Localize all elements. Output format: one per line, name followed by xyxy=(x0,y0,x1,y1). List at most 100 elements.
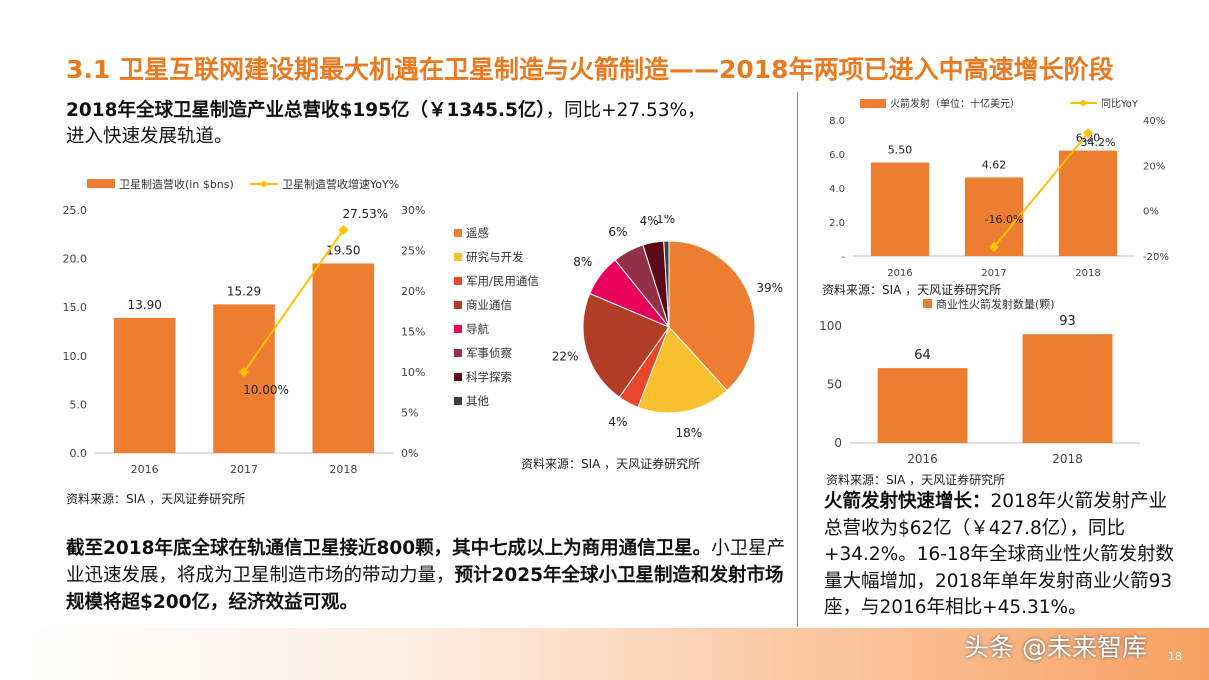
y-tick-label: 4.0 xyxy=(829,184,845,195)
bar xyxy=(113,317,176,453)
y2-tick-label: 5% xyxy=(401,407,418,420)
y-tick-label: 5.0 xyxy=(70,398,88,411)
pie-value-label: 4% xyxy=(640,215,659,228)
source-note-4: 资料来源：SIA ，天风证券研究所 xyxy=(826,473,1006,487)
rocket-launch-count-chart: 商业性火箭发射数量(颗) 0 50 100 64 2016 93 2018 xyxy=(819,297,1140,466)
legend-line-marker xyxy=(1080,100,1086,106)
y-tick-label: 20.0 xyxy=(63,253,88,266)
growth-value-label: 10.00% xyxy=(243,383,289,397)
legend-swatch-bar xyxy=(860,99,886,108)
y2-tick-label: -20% xyxy=(1143,252,1169,263)
rocket-revenue-chart: 火箭发射（单位：十亿美元） 同比YoY - 2.0 4.0 6.0 8.0 -20% 0% 2… xyxy=(829,97,1169,279)
growth-marker xyxy=(989,241,999,252)
y-tick-label: 15.0 xyxy=(63,301,88,314)
rocket-normal: 2018年火箭发射产业总营收为$62亿（￥427.8亿），同比+34.2%。16… xyxy=(824,491,1175,618)
bar-value-label: 5.50 xyxy=(888,144,913,157)
footer-band xyxy=(0,628,1209,680)
y-tick-label: - xyxy=(841,252,845,263)
legend-swatch-bar xyxy=(87,179,115,188)
source-note-3: 资料来源：SIA ，天风证券研究所 xyxy=(822,283,1002,297)
pie-slice xyxy=(663,240,670,328)
bar xyxy=(877,368,968,443)
y2-tick-label: 0% xyxy=(401,447,418,460)
y2-tick-label: 25% xyxy=(401,245,425,258)
legend-label-bar: 商业性火箭发射数量(颗) xyxy=(936,297,1055,311)
y-tick-label: 0 xyxy=(834,436,842,450)
x-tick-label: 2016 xyxy=(907,452,938,466)
x-tick-label: 2016 xyxy=(887,268,912,279)
watermark: 头条 @未来智库 xyxy=(964,633,1147,662)
pie-legend-label: 军用/民用通信 xyxy=(466,274,539,288)
bar xyxy=(870,162,930,256)
legend-label-bar: 卫星制造营收(in $bns) xyxy=(119,177,234,191)
pie-legend-swatch xyxy=(454,253,462,261)
headline-bold: 2018年全球卫星制造产业总营收$195亿（￥1345.5亿） xyxy=(66,100,546,121)
y-tick-label: 100 xyxy=(819,319,842,333)
pie-legend-label: 导航 xyxy=(466,322,489,336)
para-bold-1: 截至2018年底全球在轨通信卫星接近800颗，其中七成以上为商用通信卫星。 xyxy=(66,538,712,559)
pie-legend-swatch xyxy=(454,373,462,381)
growth-marker xyxy=(1083,128,1093,139)
pie-legend-swatch xyxy=(454,397,462,405)
bar xyxy=(312,263,375,453)
growth-line xyxy=(993,132,1089,248)
x-tick-label: 2016 xyxy=(131,463,159,476)
bar-value-label: 15.29 xyxy=(227,284,261,298)
pie-legend-swatch xyxy=(454,229,462,237)
vertical-divider xyxy=(797,92,798,627)
growth-marker xyxy=(338,225,349,236)
legend-line-marker xyxy=(261,181,267,187)
source-note-1: 资料来源：SIA ，天风证券研究所 xyxy=(66,492,246,506)
headline-rest2: 进入快速发展轨道。 xyxy=(66,126,233,147)
pie-legend-label: 军事侦察 xyxy=(466,346,512,360)
pie-slice xyxy=(637,326,728,414)
source-note-2: 资料来源：SIA ，天风证券研究所 xyxy=(521,457,701,471)
headline: 2018年全球卫星制造产业总营收$195亿（￥1345.5亿），同比+27.53… xyxy=(66,98,786,150)
y-tick-label: 10.0 xyxy=(63,350,88,363)
bar-value-label: 19.50 xyxy=(326,243,360,257)
legend-label-bar: 火箭发射（单位：十亿美元） xyxy=(890,97,1020,110)
y2-tick-label: 0% xyxy=(1143,207,1159,218)
bar xyxy=(1022,334,1113,443)
x-tick-label: 2018 xyxy=(329,463,357,476)
pie-legend-swatch xyxy=(454,349,462,357)
pie-legend-swatch xyxy=(454,277,462,285)
y2-tick-label: 20% xyxy=(401,285,425,298)
rocket-bold: 火箭发射快速增长： xyxy=(824,491,991,512)
headline-rest: ，同比+27.53%， xyxy=(545,100,706,121)
legend-c3: 火箭发射（单位：十亿美元） 同比YoY xyxy=(860,97,1139,110)
pie-legend-label: 商业通信 xyxy=(466,298,512,312)
rocket-paragraph: 火箭发射快速增长：2018年火箭发射产业总营收为$62亿（￥427.8亿），同比… xyxy=(824,489,1184,622)
x-tick-label: 2017 xyxy=(981,268,1006,279)
segment-pie-chart: 39%18%4%22%8%6%4%1%遥感研究与开发军用/民用通信商业通信导航军… xyxy=(454,215,783,440)
y-tick-label: 50 xyxy=(827,378,842,392)
pie-slice xyxy=(668,240,756,392)
legend-label-line: 卫星制造营收增速YoY% xyxy=(282,177,399,191)
bar xyxy=(1058,150,1118,256)
pie-value-label: 22% xyxy=(552,350,579,364)
satellite-revenue-chart: 卫星制造营收(in $bns) 卫星制造营收增速YoY% 0.0 5.0 10.0 1… xyxy=(63,177,426,476)
x-tick-label: 2018 xyxy=(1075,268,1100,279)
para-normal: 小卫星产业迅速发展，将成为卫星制造市场的带动力量， xyxy=(66,538,786,586)
pie-legend-label: 遥感 xyxy=(466,226,489,240)
y-tick-label: 8.0 xyxy=(829,116,845,127)
growth-value-label: 34.2% xyxy=(1081,136,1116,149)
y2-tick-label: 15% xyxy=(401,326,425,339)
bar-value-label: 64 xyxy=(914,348,931,363)
bar-value-label: 93 xyxy=(1059,314,1076,329)
y2-tick-label: 20% xyxy=(1143,161,1165,172)
slide-title: 3.1 卫星互联网建设期最大机遇在卫星制造与火箭制造——2018年两项已进入中高… xyxy=(66,55,1114,84)
legend-c4: 商业性火箭发射数量(颗) xyxy=(923,297,1055,311)
page-number: 18 xyxy=(1168,650,1182,663)
para-bold-2: 预计2025年全球小卫星制造和发射市场规模将超$200亿，经济效益可观。 xyxy=(66,565,784,613)
y2-tick-label: 40% xyxy=(1143,116,1165,127)
pie-legend-swatch xyxy=(454,325,462,333)
pie-value-label: 18% xyxy=(676,426,703,440)
pie-legend-label: 其他 xyxy=(466,394,489,408)
pie-value-label: 39% xyxy=(756,281,783,295)
body-paragraph: 截至2018年底全球在轨通信卫星接近800颗，其中七成以上为商用通信卫星。小卫星… xyxy=(66,535,786,616)
growth-line xyxy=(243,229,345,373)
growth-value-label: 27.53% xyxy=(342,207,388,221)
growth-value-label: -16.0% xyxy=(985,213,1024,226)
bar-value-label: 4.62 xyxy=(982,158,1007,171)
